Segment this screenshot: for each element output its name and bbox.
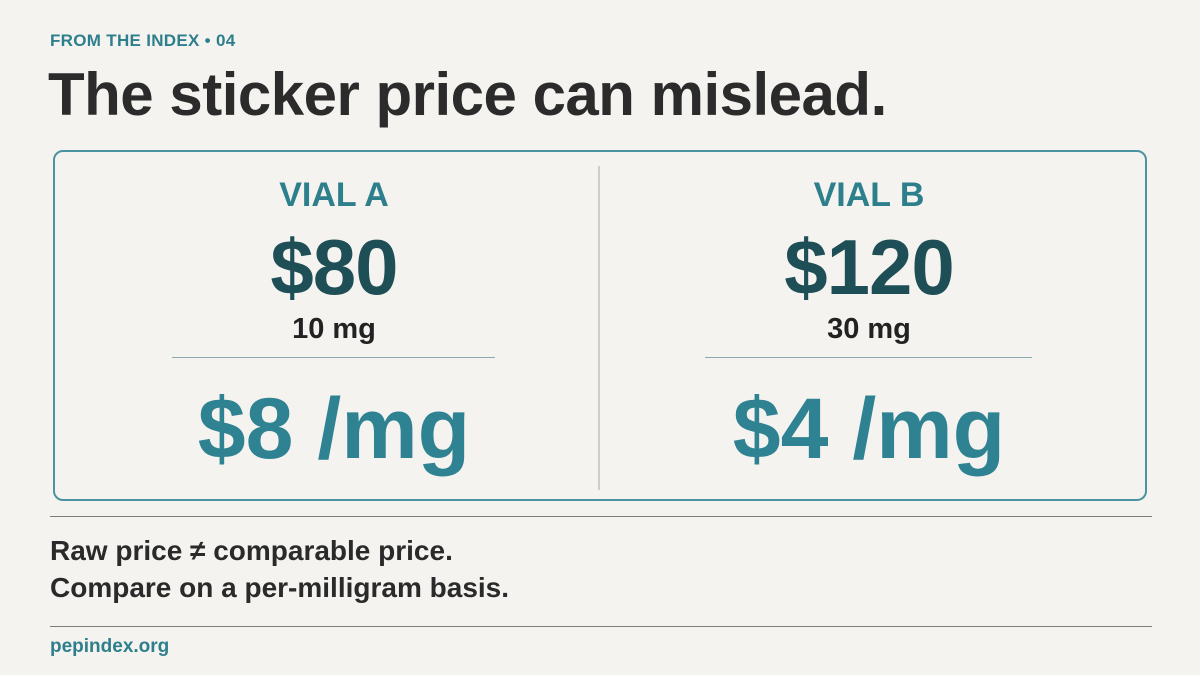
vial-card: VIAL B $120 30 mg $4 /mg <box>599 150 1139 500</box>
divider <box>598 166 600 490</box>
vial-amount: 30 mg <box>827 313 911 345</box>
per-mg-price: $8 /mg <box>197 381 471 477</box>
site-link: pepindex.org <box>50 636 170 657</box>
per-mg-price: $4 /mg <box>732 381 1006 477</box>
separator <box>50 516 1152 517</box>
vial-label: VIAL A <box>279 176 389 214</box>
separator <box>50 626 1152 627</box>
comparison-box <box>53 150 1147 501</box>
title: The sticker price can mislead. <box>48 61 887 128</box>
kicker: FROM THE INDEX • 04 <box>50 31 236 50</box>
vial-amount: 10 mg <box>292 313 376 345</box>
vial-card: VIAL A $80 10 mg $8 /mg <box>64 150 604 500</box>
footer-line: Raw price ≠ comparable price. <box>50 535 453 566</box>
vial-label: VIAL B <box>813 176 925 214</box>
vial-price: $120 <box>784 223 955 311</box>
vial-price: $80 <box>270 223 398 311</box>
footer-line: Compare on a per-milligram basis. <box>50 572 510 603</box>
rule <box>172 357 495 358</box>
rule <box>705 357 1032 358</box>
